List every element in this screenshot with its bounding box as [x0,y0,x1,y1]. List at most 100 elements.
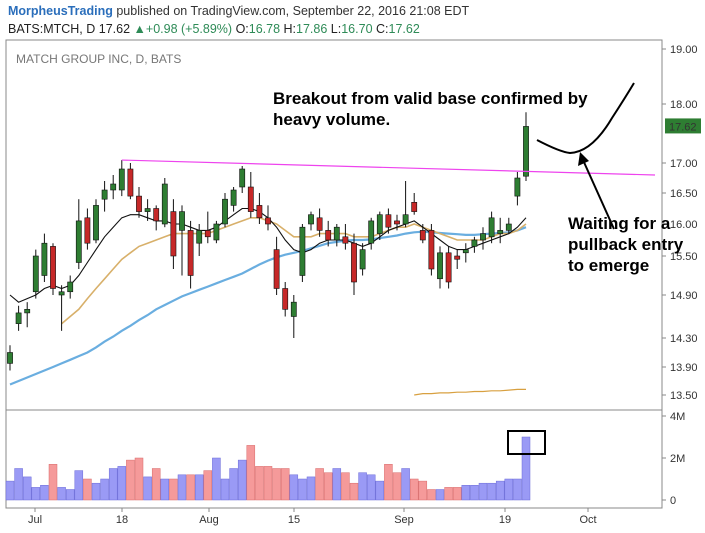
candle [445,246,452,289]
candle-body [437,252,443,280]
volume-bar [117,466,127,501]
volume-bar [452,487,462,501]
volume-bars [5,436,531,501]
candle-body [50,246,56,289]
candle-body [428,230,435,270]
high-value: 17.86 [296,22,328,36]
price-tick-label: 15.50 [670,251,698,263]
volume-bar [40,485,49,501]
candle [161,178,168,228]
volume-bar [435,489,445,501]
candle-body [247,186,254,212]
volume-bar [126,459,135,501]
candle [230,187,237,212]
candle-body [179,211,185,231]
candle-body [419,230,426,241]
candle-body [127,168,134,197]
volume-bar [65,489,75,501]
volume-bar [57,487,66,501]
price-tick-label: 16.00 [670,219,698,231]
candle-body [144,208,151,212]
time-tick-label: 15 [288,514,300,526]
candle-body [196,230,203,244]
candle-body [523,126,529,177]
volume-bar [427,489,436,501]
volume-bar [22,476,32,501]
chart-frame [5,39,663,509]
candle-body [385,214,392,228]
candle [376,211,383,240]
volume-bar [91,482,101,501]
candle-body [462,249,469,254]
high-label: H: [283,22,297,36]
time-axis: Jul 18 Aug 15 Sep 19 Oct [28,508,597,526]
volume-tick-label: 0 [670,495,676,507]
candle [368,217,375,250]
volume-bar [289,474,299,501]
volume-bar [237,459,247,501]
candle [308,211,314,231]
candle [213,220,220,244]
candle-body [394,220,400,225]
volume-bar [143,476,152,501]
candle-body [118,168,125,191]
candle [204,211,211,244]
volume-bar [246,445,256,501]
price-tick-label: 13.50 [670,390,698,402]
volume-bar [495,480,505,501]
time-tick-label: 18 [116,514,128,526]
price-axis: 19.00 18.00 17.00 16.50 16.00 15.50 14.90 14.30… [662,44,698,402]
volume-bar [341,472,350,501]
low-label: L: [330,22,342,36]
candle [170,199,177,269]
candle [359,243,366,276]
candle-body [497,230,504,234]
candle-body [222,198,228,225]
author-link[interactable]: MorpheusTrading [8,4,113,18]
candle [32,249,39,299]
volume-bar [401,468,410,501]
last-price: 17.62 [98,22,131,36]
candle [187,220,194,289]
volume-bar [160,478,170,501]
volume-bar [392,472,402,501]
volume-axis: 4M 2M 0 [662,411,685,507]
price-tick-label: 16.50 [670,188,698,200]
candle-body [351,242,357,283]
volume-bar [31,487,41,501]
volume-bar [151,468,161,501]
candle-body [342,236,349,244]
candle [93,199,99,244]
candle-body [480,233,486,241]
volume-bar [444,487,453,501]
candle [50,243,56,295]
candle [179,205,185,276]
volume-bar [409,478,419,501]
candle-body [514,177,521,197]
candle [222,193,228,228]
candle-body [161,183,168,225]
candle-body [67,281,74,293]
candle-body [290,301,297,317]
candle-body [333,226,340,241]
candle-body [136,195,142,212]
candle-body [299,226,306,276]
volume-bar [255,466,264,501]
volume-bar [487,482,496,501]
change-arrow-icon: ▲ [133,22,146,36]
candle [290,295,297,338]
candle-body [273,249,280,289]
open-value: 16.78 [248,22,281,36]
candles [7,112,529,371]
candle [299,224,306,282]
candle-body [402,214,409,225]
candle-body [204,230,211,238]
volume-bar [229,468,238,501]
volume-bar [461,485,471,501]
candle-body [110,183,117,191]
candle-body [170,211,177,257]
volume-tick-label: 4M [670,411,685,423]
candle [24,302,31,328]
chart-header: MorpheusTrading published on TradingView… [0,0,705,40]
